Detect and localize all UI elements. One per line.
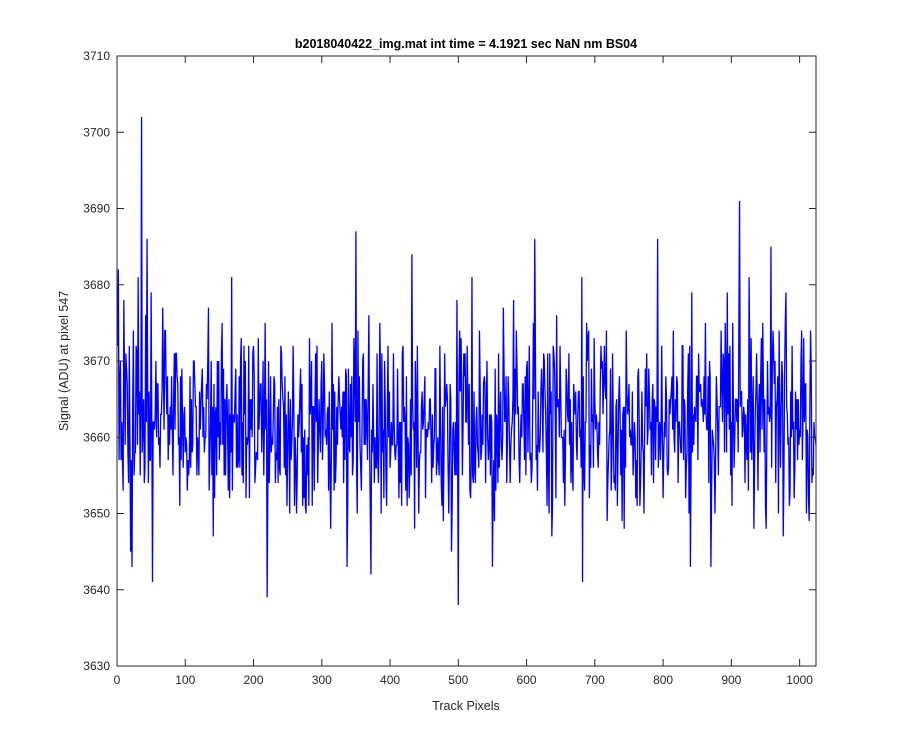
series-layer xyxy=(117,116,817,606)
x-tick-label: 100 xyxy=(175,673,195,687)
x-axis-label: Track Pixels xyxy=(432,699,500,713)
y-tick-label: 3670 xyxy=(83,354,110,368)
x-tick-label: 600 xyxy=(517,673,537,687)
y-tick-label: 3690 xyxy=(83,202,110,216)
x-tick-label: 300 xyxy=(312,673,332,687)
y-tick-label: 3660 xyxy=(83,430,110,444)
y-tick-label: 3630 xyxy=(83,659,110,673)
chart-title: b2018040422_img.mat int time = 4.1921 se… xyxy=(295,37,637,51)
x-tick-label: 400 xyxy=(380,673,400,687)
x-tick-label: 0 xyxy=(114,673,121,687)
x-tick-label: 700 xyxy=(585,673,605,687)
y-tick-label: 3710 xyxy=(83,49,110,63)
y-axis-label: Signal (ADU) at pixel 547 xyxy=(57,291,71,431)
y-tick-label: 3700 xyxy=(83,125,110,139)
series-line xyxy=(117,116,817,606)
y-tick-label: 3680 xyxy=(83,278,110,292)
x-tick-label: 1000 xyxy=(786,673,813,687)
y-tick-label: 3640 xyxy=(83,583,110,597)
x-tick-label: 900 xyxy=(721,673,741,687)
x-tick-label: 200 xyxy=(244,673,264,687)
tick-layer: 0 100 200 300 400 500 600 700 800 900 1000 3630 3640… xyxy=(83,49,816,687)
x-tick-label: 500 xyxy=(448,673,468,687)
y-tick-label: 3650 xyxy=(83,507,110,521)
x-tick-label: 800 xyxy=(653,673,673,687)
